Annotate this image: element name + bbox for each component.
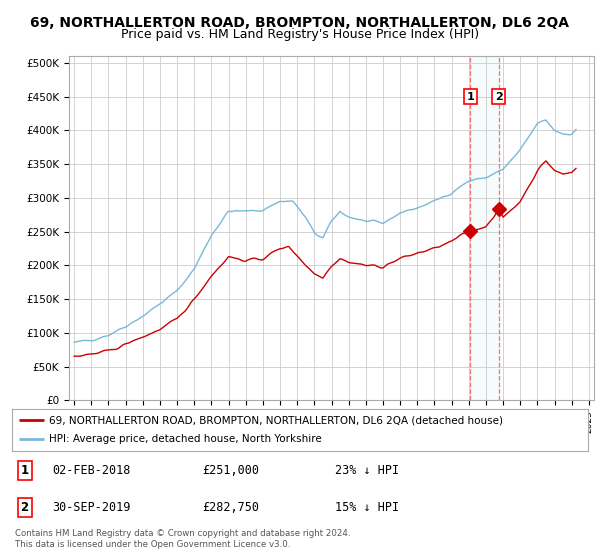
Text: 23% ↓ HPI: 23% ↓ HPI — [335, 464, 398, 477]
Text: 2: 2 — [495, 91, 503, 101]
Text: £251,000: £251,000 — [202, 464, 259, 477]
Text: HPI: Average price, detached house, North Yorkshire: HPI: Average price, detached house, Nort… — [49, 435, 322, 445]
Text: 15% ↓ HPI: 15% ↓ HPI — [335, 501, 398, 514]
Text: 2: 2 — [20, 501, 29, 514]
Text: 69, NORTHALLERTON ROAD, BROMPTON, NORTHALLERTON, DL6 2QA (detached house): 69, NORTHALLERTON ROAD, BROMPTON, NORTHA… — [49, 415, 503, 425]
Bar — [470, 56, 499, 400]
Text: 30-SEP-2019: 30-SEP-2019 — [52, 501, 131, 514]
Text: £282,750: £282,750 — [202, 501, 259, 514]
Text: 02-FEB-2018: 02-FEB-2018 — [52, 464, 131, 477]
Text: 1: 1 — [466, 91, 474, 101]
Text: 1: 1 — [20, 464, 29, 477]
Text: Contains HM Land Registry data © Crown copyright and database right 2024.
This d: Contains HM Land Registry data © Crown c… — [15, 529, 350, 549]
Text: 69, NORTHALLERTON ROAD, BROMPTON, NORTHALLERTON, DL6 2QA: 69, NORTHALLERTON ROAD, BROMPTON, NORTHA… — [31, 16, 569, 30]
Text: Price paid vs. HM Land Registry's House Price Index (HPI): Price paid vs. HM Land Registry's House … — [121, 28, 479, 41]
